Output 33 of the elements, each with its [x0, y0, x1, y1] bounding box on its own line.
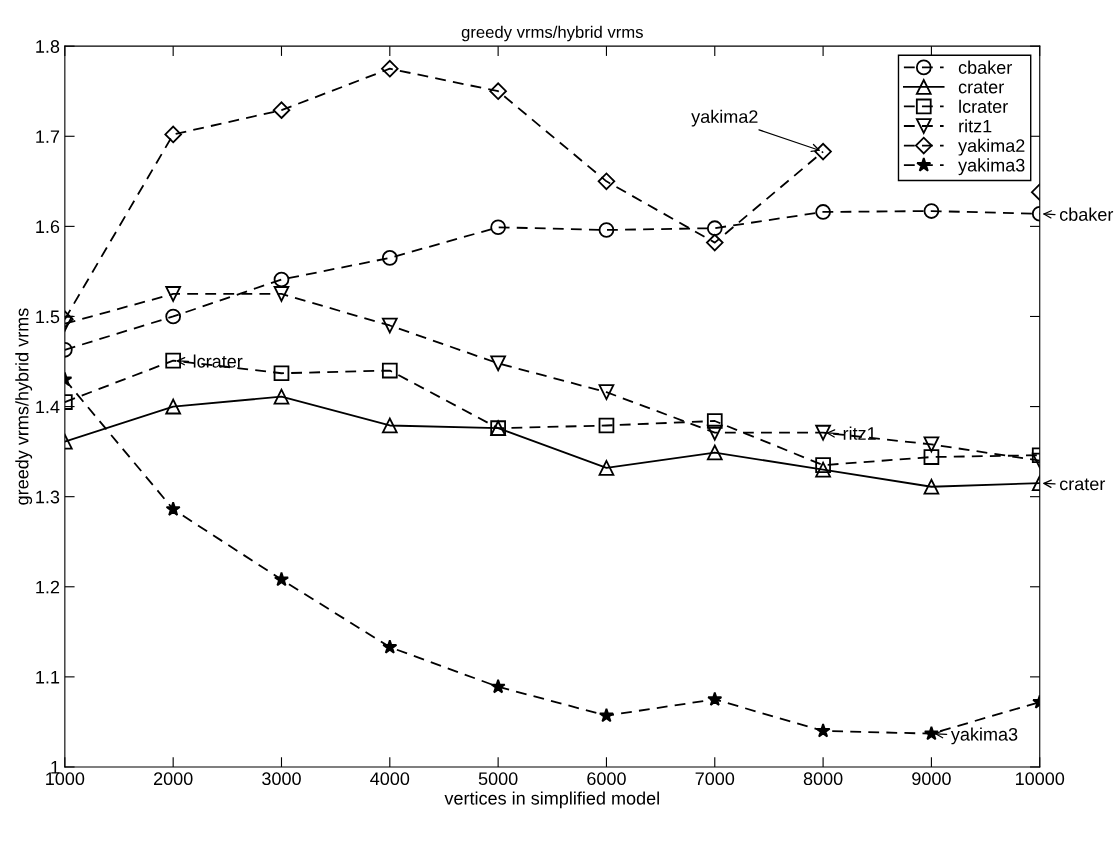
x-tick-label: 4000 [370, 772, 410, 786]
y-tick-label: 1.7 [36, 130, 60, 143]
x-axis-title: vertices in simplified model [444, 791, 659, 809]
x-tick-label: 2000 [153, 772, 193, 786]
x-tick-label: 10000 [1016, 772, 1065, 786]
x-tick-label: 7000 [695, 772, 735, 786]
annotation: yakima3 [950, 727, 1018, 745]
legend-label: yakima2 [958, 138, 1025, 156]
y-tick-label: 1.6 [36, 220, 60, 234]
x-tick-label: 6000 [587, 772, 626, 786]
legend-label: cbaker [958, 60, 1012, 74]
y-tick-label: 1.3 [36, 490, 60, 504]
legend-label: crater [958, 81, 1004, 94]
y-axis-title: greedy vrms/hybrid vrms [15, 308, 33, 505]
annotation: cbaker [1059, 207, 1114, 221]
x-tick-label: 1000 [46, 772, 85, 786]
x-tick-label: 8000 [803, 772, 843, 786]
annotation: yakima2 [691, 109, 758, 127]
chart-title: greedy vrms/hybrid vrms [461, 25, 643, 42]
y-tick-label: 1.4 [36, 400, 60, 414]
legend-label: yakima3 [958, 158, 1025, 176]
y-tick-label: 1.1 [36, 670, 60, 684]
x-tick-label: 5000 [478, 772, 518, 786]
annotation: lcrater [193, 354, 243, 368]
y-tick-label: 1 [51, 761, 60, 774]
x-tick-label: 9000 [912, 772, 951, 786]
y-tick-label: 1.5 [36, 310, 60, 324]
x-tick-label: 3000 [262, 772, 301, 786]
annotation: crater [1059, 478, 1106, 491]
y-tick-label: 1.8 [36, 40, 60, 53]
legend-label: lcrater [959, 99, 1008, 113]
y-tick-label: 1.2 [36, 580, 60, 594]
legend-label: ritz1 [959, 119, 992, 133]
